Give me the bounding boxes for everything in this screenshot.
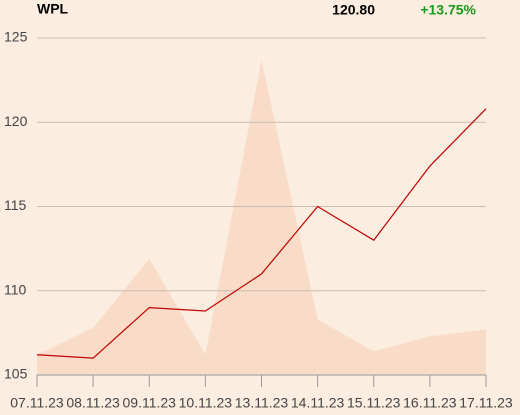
y-tick-label: 110 — [4, 281, 27, 297]
volume-area — [37, 59, 486, 375]
change: +13.75% — [420, 2, 476, 18]
y-tick-label: 115 — [4, 197, 27, 213]
x-tick-label: 16.11.23 — [403, 395, 457, 411]
price: 120.80 — [332, 2, 375, 18]
x-tick-label: 14.11.23 — [291, 395, 345, 411]
x-tick-label: 08.11.23 — [66, 395, 120, 411]
chart-title: WPL — [37, 1, 69, 17]
x-tick-label: 09.11.23 — [123, 395, 177, 411]
y-tick-label: 105 — [4, 366, 28, 382]
x-tick-label: 15.11.23 — [347, 395, 401, 411]
y-tick-label: 125 — [4, 29, 28, 45]
x-tick-label: 13.11.23 — [235, 395, 289, 411]
price-line — [36, 108, 487, 359]
x-tick-label: 10.11.23 — [179, 395, 233, 411]
x-tick-label: 17.11.23 — [459, 395, 513, 411]
y-tick-label: 120 — [4, 113, 28, 129]
x-tick-label: 07.11.23 — [10, 395, 64, 411]
